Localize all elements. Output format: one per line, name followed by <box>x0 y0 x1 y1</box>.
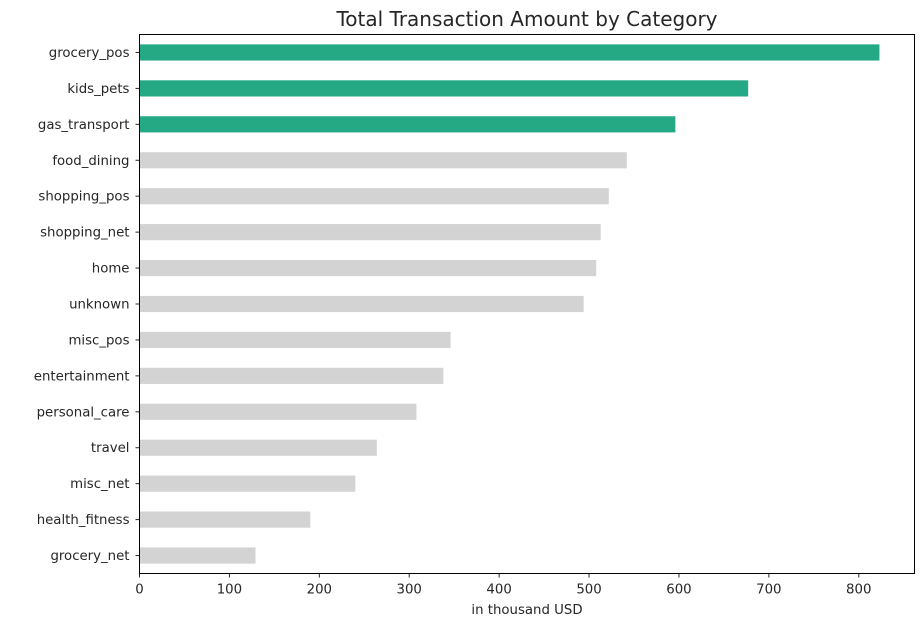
bar-personal_care <box>139 403 417 420</box>
x-tick-label: 600 <box>666 583 691 598</box>
y-tick-label: unknown <box>69 298 129 313</box>
bar-home <box>139 259 597 277</box>
y-tick-label: misc_net <box>70 477 129 492</box>
plot-frame <box>139 34 915 574</box>
y-tick-label: misc_pos <box>68 333 129 348</box>
bars-group <box>139 44 880 564</box>
y-tick-label: kids_pets <box>67 82 129 97</box>
bar-entertainment <box>139 367 444 384</box>
bar-misc_net <box>139 475 356 492</box>
bar-unknown <box>139 295 584 313</box>
bar-grocery_pos <box>139 44 880 61</box>
x-tick-label: 100 <box>217 583 242 598</box>
x-tick-label: 800 <box>846 583 871 598</box>
x-axis: 0 100 200 300 400 500 600 700 800 <box>135 573 871 598</box>
y-tick-label: entertainment <box>34 369 130 384</box>
x-tick-label: 0 <box>135 583 143 598</box>
x-tick-label: 500 <box>576 583 601 598</box>
bar-kids_pets <box>139 80 749 97</box>
y-tick-label: travel <box>91 441 130 456</box>
bar-gas_transport <box>139 116 676 133</box>
y-tick-label: food_dining <box>52 154 129 169</box>
x-tick-label: 300 <box>397 583 422 598</box>
bar-health_fitness <box>139 511 311 528</box>
y-tick-label: grocery_pos <box>49 46 130 61</box>
y-tick-label: shopping_pos <box>38 190 129 205</box>
bar-shopping_pos <box>139 188 609 205</box>
x-tick-label: 400 <box>486 583 511 598</box>
chart-title: Total Transaction Amount by Category <box>335 7 717 31</box>
y-tick-label: grocery_net <box>50 549 129 564</box>
bar-food_dining <box>139 152 627 169</box>
bar-misc_pos <box>139 331 451 349</box>
y-tick-label: home <box>92 262 130 277</box>
y-tick-label: shopping_net <box>40 226 129 241</box>
x-tick-label: 700 <box>756 583 781 598</box>
bar-travel <box>139 439 377 456</box>
y-tick-label: health_fitness <box>37 513 130 528</box>
x-tick-label: 200 <box>307 583 332 598</box>
bar-shopping_net <box>139 224 601 241</box>
y-tick-label: gas_transport <box>38 118 130 133</box>
bar-grocery_net <box>139 547 256 564</box>
y-tick-label: personal_care <box>37 405 130 420</box>
y-axis: grocery_pos kids_pets gas_transport food_di… <box>34 46 140 564</box>
x-axis-label: in thousand USD <box>471 603 582 618</box>
